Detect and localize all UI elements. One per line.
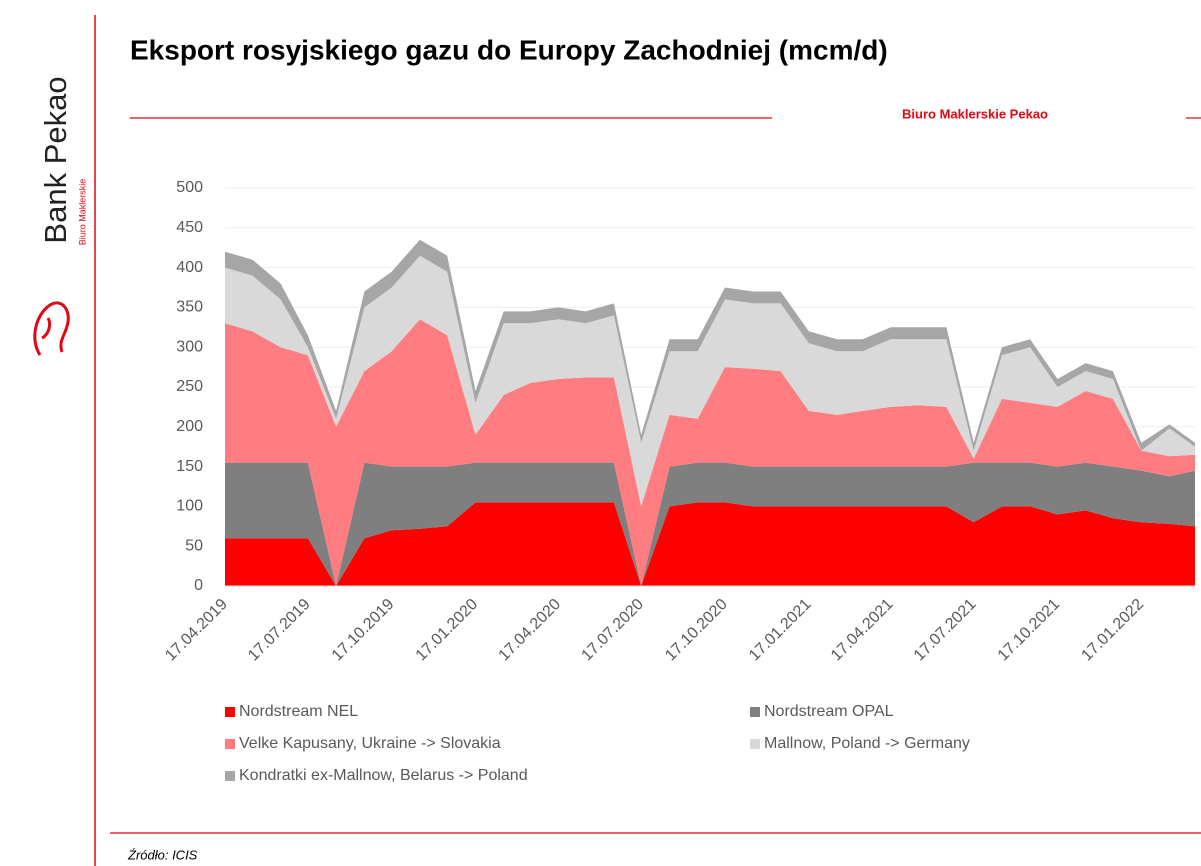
- x-tick-label: 17.04.2019: [162, 596, 231, 665]
- x-tick-label: 17.01.2021: [746, 596, 815, 665]
- x-tick-label: 17.10.2021: [995, 596, 1064, 665]
- legend-swatch: [225, 771, 235, 781]
- area: [225, 255, 1195, 507]
- area: [225, 319, 1195, 586]
- legend-swatch: [225, 707, 235, 717]
- y-tick-label: 400: [176, 259, 203, 276]
- legend-swatch: [750, 707, 760, 717]
- y-tick-label: 500: [176, 179, 203, 196]
- x-tick-label: 17.07.2021: [911, 596, 980, 665]
- x-tick-label: 17.10.2020: [662, 596, 731, 665]
- legend-swatch: [225, 739, 235, 749]
- y-tick-label: 450: [176, 219, 203, 236]
- y-tick-label: 50: [185, 537, 203, 554]
- y-tick-label: 100: [176, 498, 203, 515]
- source: Źródło: ICIS: [127, 847, 198, 862]
- legend-label: Nordstream NEL: [239, 703, 358, 720]
- chart-title: Eksport rosyjskiego gazu do Europy Zacho…: [130, 34, 888, 65]
- legend-swatch: [750, 739, 760, 749]
- y-tick-label: 200: [176, 418, 203, 435]
- x-tick-label: 17.10.2019: [329, 596, 398, 665]
- brand-sub: Biuro Maklerskie: [77, 179, 87, 246]
- header-label: Biuro Maklerskie Pekao: [902, 106, 1048, 121]
- x-tick-label: 17.04.2021: [828, 596, 897, 665]
- legend-label: Kondratki ex-Mallnow, Belarus -> Poland: [239, 767, 528, 784]
- y-tick-label: 250: [176, 378, 203, 395]
- area: [225, 462, 1195, 586]
- logo: [33, 301, 70, 356]
- x-tick-label: 17.07.2019: [245, 596, 314, 665]
- legend-label: Velke Kapusany, Ukraine -> Slovakia: [239, 735, 501, 752]
- y-tick-label: 350: [176, 299, 203, 316]
- legend-label: Nordstream OPAL: [764, 703, 894, 720]
- brand: Bank Pekao: [38, 76, 73, 243]
- x-tick-label: 17.01.2020: [413, 596, 482, 665]
- x-tick-label: 17.01.2022: [1078, 596, 1147, 665]
- x-tick-label: 17.07.2020: [578, 596, 647, 665]
- y-tick-label: 150: [176, 458, 203, 475]
- x-tick-label: 17.04.2020: [496, 596, 565, 665]
- y-tick-label: 0: [194, 577, 203, 594]
- legend-label: Mallnow, Poland -> Germany: [764, 735, 970, 752]
- y-tick-label: 300: [176, 338, 203, 355]
- area: [225, 502, 1195, 586]
